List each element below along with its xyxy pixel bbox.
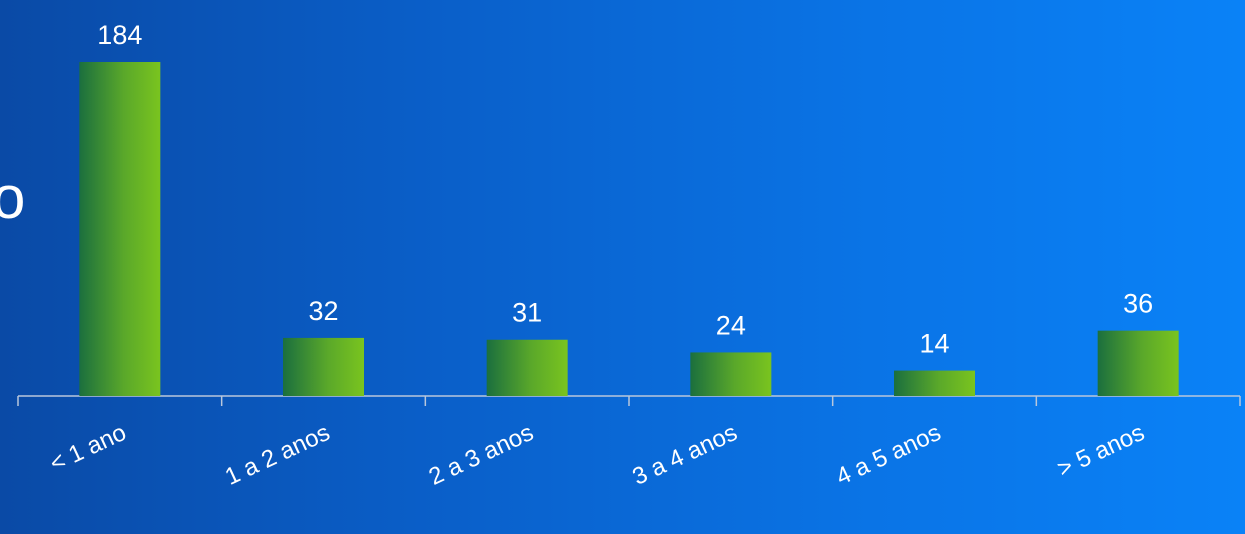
data-label: 36 [1123,289,1153,319]
data-label: 184 [97,20,142,50]
bar [894,370,975,396]
x-tick-label: 1 a 2 anos [221,419,334,491]
data-labels: 184 32 31 24 14 36 [97,20,1153,359]
x-tick-label: 2 a 3 anos [425,419,538,491]
bar [1097,330,1179,396]
x-tick-label: < 1 ano [46,419,131,478]
x-tick-labels: < 1 ano 1 a 2 anos 2 a 3 anos 3 a 4 anos 4 a… [46,419,1149,491]
bar [79,62,161,396]
data-label: 24 [716,310,746,340]
x-tick-label: > 5 anos [1053,419,1148,483]
x-tick-label: 3 a 4 anos [628,419,741,491]
bars [79,62,1179,396]
data-label: 32 [308,296,338,326]
bar [283,337,364,396]
x-tick-label: 4 a 5 anos [832,419,945,491]
bar [486,339,568,396]
data-label: 14 [919,329,949,359]
bar [690,352,772,396]
data-label: 31 [512,298,542,328]
x-axis [17,395,1241,406]
cropped-title-fragment: o [0,164,26,231]
